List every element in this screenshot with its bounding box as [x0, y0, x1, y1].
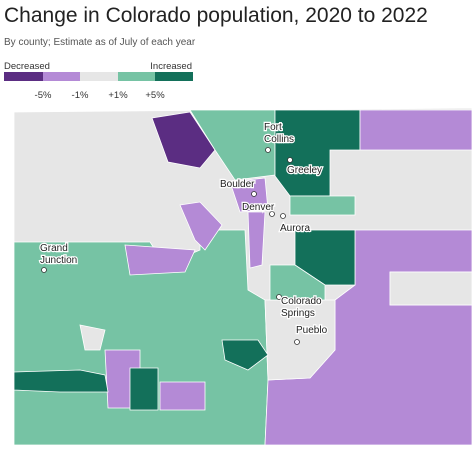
- county: [151, 111, 216, 169]
- county: [189, 109, 276, 181]
- city-dot: [276, 294, 282, 300]
- city-dot: [41, 267, 47, 273]
- legend-swatch: [43, 72, 80, 81]
- city-dot: [287, 157, 293, 163]
- county: [294, 229, 356, 286]
- county: [247, 211, 266, 269]
- city-label: Colorado: [281, 296, 322, 307]
- county: [229, 177, 269, 213]
- legend-swatch: [155, 72, 193, 81]
- county: [359, 109, 473, 151]
- city-dot: [265, 147, 271, 153]
- legend-break: -1%: [72, 90, 89, 101]
- county: [221, 339, 269, 371]
- county: [389, 271, 473, 306]
- legend-high-label: Increased: [150, 61, 192, 72]
- county: [179, 201, 223, 251]
- county: [129, 367, 159, 411]
- county: [159, 381, 206, 411]
- counties: [13, 107, 473, 446]
- city-dot: [280, 213, 286, 219]
- city-label: Greeley: [287, 165, 322, 176]
- city-label: Denver: [242, 202, 275, 213]
- county: [124, 244, 196, 276]
- subtitle: By county; Estimate as of July of each y…: [4, 37, 196, 48]
- legend-swatch: [80, 72, 118, 81]
- city-label: Boulder: [220, 179, 255, 190]
- county: [269, 264, 326, 301]
- legend-swatch: [118, 72, 155, 81]
- city-dot: [294, 339, 300, 345]
- legend-swatch: [4, 72, 43, 81]
- legend-break: -5%: [35, 90, 52, 101]
- county: [79, 324, 106, 351]
- city-label: Pueblo: [296, 325, 328, 336]
- city-label: Fort: [264, 122, 282, 133]
- city-dot: [269, 211, 275, 217]
- city-dot: [251, 191, 257, 197]
- legend-low-label: Decreased: [4, 61, 50, 72]
- cities: Fort Collins Greeley Boulder Denver Auro…: [39, 121, 329, 345]
- county: [13, 369, 109, 393]
- city-label: Grand: [40, 243, 68, 254]
- city-label: Aurora: [280, 223, 310, 234]
- legend-break: +5%: [145, 90, 165, 101]
- city-label: Springs: [281, 308, 315, 319]
- county: [289, 195, 356, 216]
- city-label: Collins: [264, 134, 294, 145]
- title: Change in Colorado population, 2020 to 2…: [4, 4, 428, 27]
- legend-break: +1%: [108, 90, 128, 101]
- legend: Decreased Increased -5% -1% +1% +5%: [4, 61, 193, 101]
- city-label: Junction: [40, 255, 77, 266]
